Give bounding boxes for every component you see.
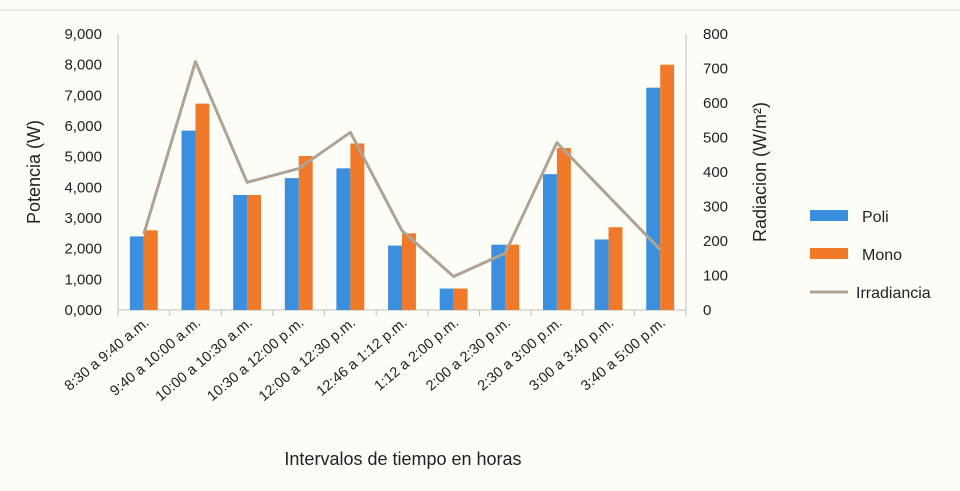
y2-tick-label: 300 <box>703 199 728 216</box>
bar-mono <box>143 230 158 310</box>
legend-label-poli: Poli <box>862 209 889 226</box>
axis-labels: Potencia (W) Radiacion (W/m²) Intervalos… <box>24 102 770 469</box>
x-tick-label: 10:00 a 10:30 a.m. <box>153 315 256 405</box>
y2-tick-label: 800 <box>703 26 728 43</box>
bar-poli <box>336 168 351 310</box>
bar-poli <box>181 130 196 310</box>
y-axis-title: Potencia (W) <box>24 120 44 224</box>
bar-mono <box>402 233 416 310</box>
y2-tick-label: 700 <box>703 61 728 78</box>
bar-poli <box>129 236 144 310</box>
x-tick-label: 12:00 a 12:30 p.m. <box>256 315 359 405</box>
bar-mono <box>247 195 262 310</box>
y-tick-label: 2,000 <box>64 241 102 258</box>
legend-swatch-poli <box>810 210 848 221</box>
bar-mono <box>556 148 571 310</box>
legend-label-mono: Mono <box>862 247 902 264</box>
bar-poli <box>646 87 661 311</box>
x-tick-label: 8:30 a 9:40 a.m. <box>62 315 153 395</box>
y2-tick-label: 200 <box>703 233 728 250</box>
y-tick-label: 5,000 <box>64 149 102 166</box>
legend: Poli Mono Irradiancia <box>810 209 931 302</box>
y2-axis-title: Radiacion (W/m²) <box>750 102 770 242</box>
bar-mono <box>608 227 623 310</box>
x-tick-label: 12:46 a 1:12 p.m. <box>314 315 411 400</box>
y-tick-label: 6,000 <box>64 118 102 135</box>
y2-tick-label: 100 <box>703 268 728 285</box>
y-tick-label: 0,000 <box>64 302 102 319</box>
y-tick-label: 3,000 <box>64 210 102 227</box>
bars <box>129 64 675 311</box>
bar-mono <box>195 103 210 310</box>
y2-tick-label: 600 <box>703 95 728 112</box>
y-tick-label: 7,000 <box>64 87 102 104</box>
y-tick-label: 8,000 <box>64 57 102 74</box>
bar-mono <box>505 244 520 310</box>
bar-poli <box>233 195 248 310</box>
bar-poli <box>388 245 402 310</box>
y2-tick-label: 500 <box>703 130 728 147</box>
legend-label-irradiancia: Irradiancia <box>856 285 931 302</box>
x-tick-label: 10:30 a 12:00 p.m. <box>204 315 307 405</box>
y2-tick-label: 400 <box>703 164 728 181</box>
bar-mono <box>660 64 675 311</box>
x-tick-label: 9:40 a 10:00 a.m. <box>107 315 204 400</box>
x-axis-title: Intervalos de tiempo en horas <box>284 449 521 469</box>
y2-tick-label: 0 <box>703 302 711 319</box>
bar-mono <box>298 156 313 310</box>
bar-poli <box>439 288 454 310</box>
y-tick-label: 4,000 <box>64 179 102 196</box>
legend-swatch-mono <box>810 248 848 259</box>
line-irradiancia <box>142 60 662 279</box>
bar-mono <box>350 143 365 310</box>
bar-poli <box>542 174 557 310</box>
bar-poli <box>491 244 506 310</box>
bar-mono <box>453 288 468 310</box>
irradiance-line <box>142 60 662 279</box>
bar-poli <box>594 239 609 310</box>
y-tick-label: 9,000 <box>64 26 102 43</box>
bar-poli <box>284 178 299 310</box>
y-tick-label: 1,000 <box>64 271 102 288</box>
